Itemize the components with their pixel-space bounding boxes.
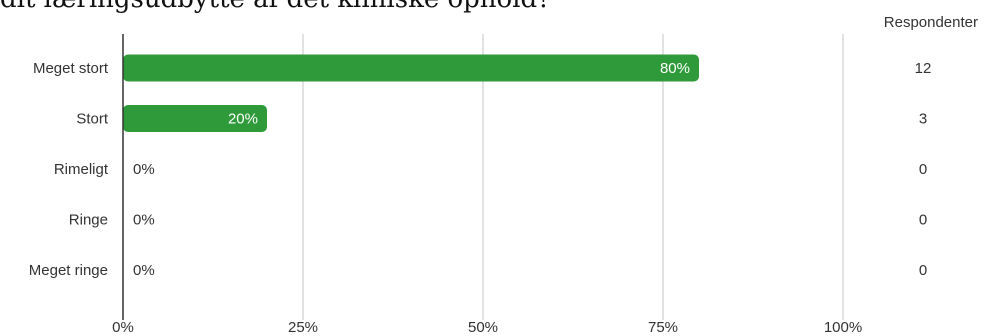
x-tick-label: 100% [824, 319, 862, 336]
bar-data-label: 0% [133, 212, 155, 229]
question-text: dit læringsudbytte af det kliniske ophol… [0, 0, 551, 14]
respondent-count: 0 [919, 161, 927, 178]
category-label: Ringe [69, 212, 108, 229]
x-tick-label: 50% [468, 319, 498, 336]
bar-data-label: 80% [660, 60, 690, 77]
bar-data-label: 0% [133, 161, 155, 178]
category-label: Meget stort [33, 60, 109, 77]
x-tick-label: 0% [112, 319, 134, 336]
x-tick-label: 25% [288, 319, 318, 336]
category-label: Rimeligt [54, 161, 109, 178]
x-tick-label: 75% [648, 319, 678, 336]
bar-data-label: 0% [133, 262, 155, 279]
respondent-count: 3 [919, 111, 927, 128]
respondent-count: 0 [919, 212, 927, 229]
bar [123, 105, 267, 132]
respondent-count: 12 [915, 60, 932, 77]
bar-data-label: 20% [228, 111, 258, 128]
category-label: Stort [76, 111, 109, 128]
respondents-header: Respondenter [883, 14, 978, 31]
respondent-count: 0 [919, 262, 927, 279]
bar [123, 54, 699, 82]
category-label: Meget ringe [29, 262, 108, 279]
